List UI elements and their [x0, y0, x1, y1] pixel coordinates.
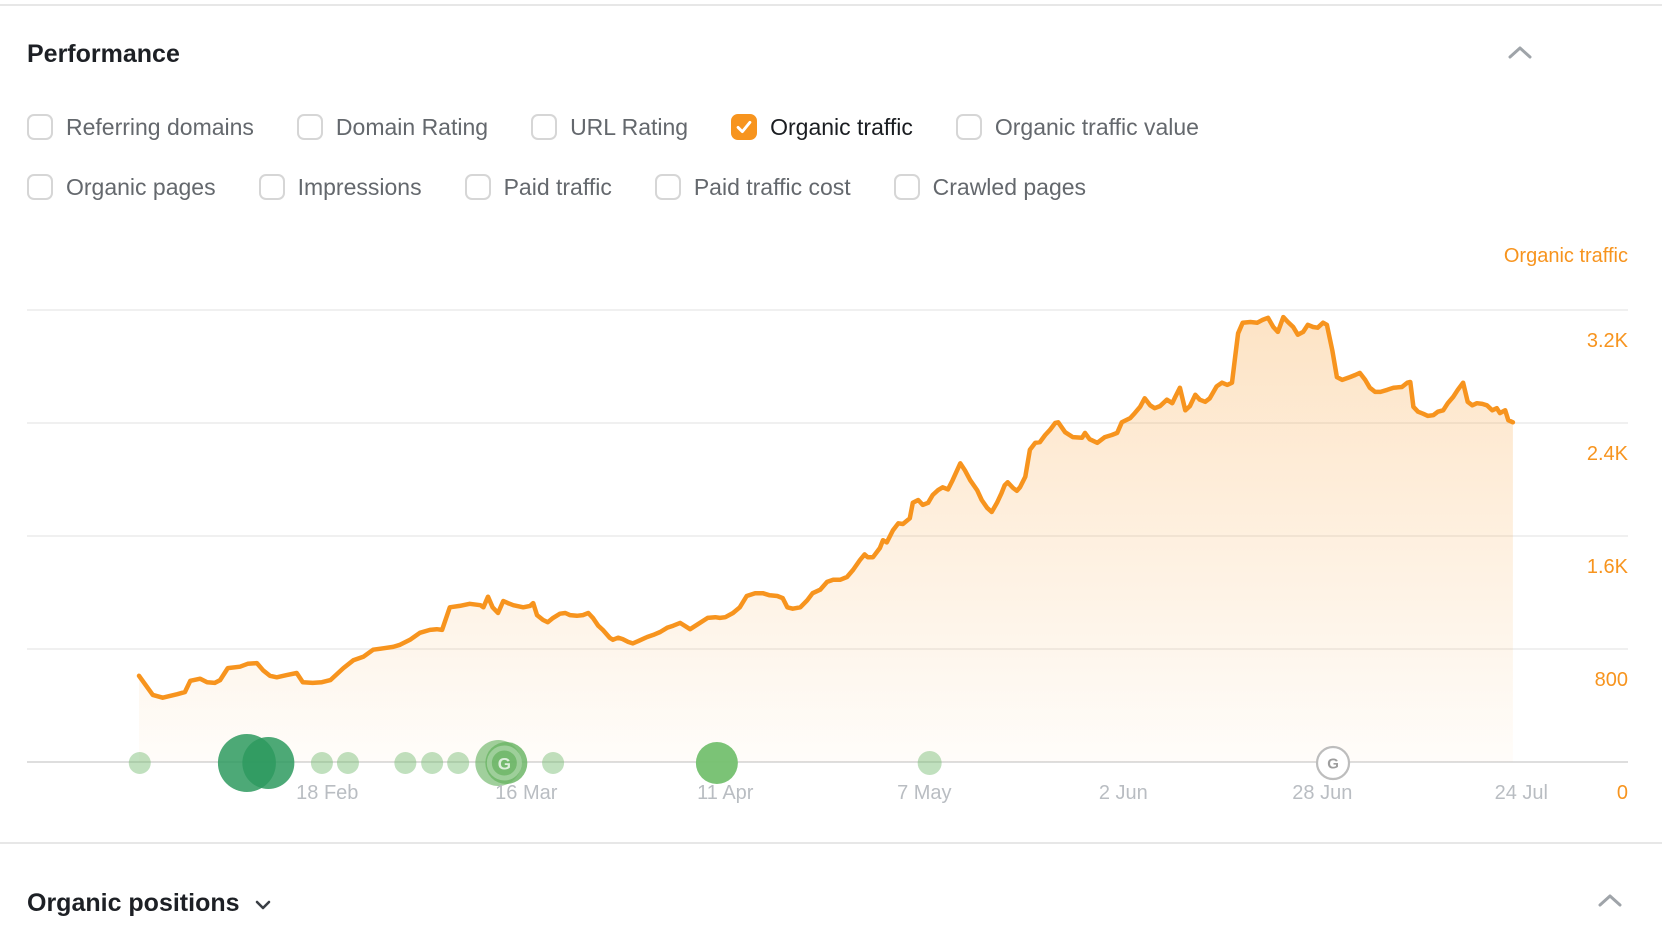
x-axis-label: 18 Feb: [296, 782, 359, 804]
google-update-marker-light[interactable]: [421, 752, 444, 774]
chart-area-fill: [139, 317, 1513, 762]
metric-toggle-referring-domains[interactable]: Referring domains: [27, 114, 254, 141]
organic-positions-caret-chevron-down-icon[interactable]: [254, 899, 272, 911]
checkmark-icon: [736, 120, 752, 134]
performance-section-title: Performance: [27, 40, 180, 68]
y-axis-label: 1.6K: [1586, 556, 1628, 578]
metric-toggle-crawled-pages[interactable]: Crawled pages: [893, 173, 1087, 201]
x-axis-label: 24 Jul: [1494, 782, 1548, 804]
metric-toggle-label: Paid traffic: [503, 173, 612, 200]
google-g-icon: G: [1327, 756, 1339, 773]
y-axis-label: 2.4K: [1586, 443, 1628, 465]
top-divider: [0, 4, 1662, 6]
checkbox-unchecked[interactable]: [296, 114, 323, 140]
metric-toggle-domain-rating[interactable]: Domain Rating: [296, 113, 489, 141]
y-axis-label: 800: [1594, 669, 1628, 691]
metric-toggle-organic-traffic[interactable]: Organic traffic: [731, 114, 913, 141]
x-axis-label: 2 Jun: [1098, 782, 1148, 804]
metric-toggle-label: Domain Rating: [335, 113, 489, 140]
google-update-marker-medium[interactable]: [695, 742, 738, 784]
metric-toggle-label: Organic traffic: [770, 113, 913, 140]
organic-positions-section-title: Organic positions: [27, 889, 272, 917]
metric-toggle-label: Organic pages: [66, 173, 216, 200]
organic-traffic-line: [136, 314, 1516, 700]
metric-toggle-label: Crawled pages: [932, 173, 1087, 200]
y-axis-label: 3.2K: [1586, 330, 1628, 352]
metric-toggle-label: Organic traffic value: [994, 113, 1199, 140]
metric-toggle-impressions[interactable]: Impressions: [258, 173, 422, 201]
google-update-marker-light[interactable]: [394, 752, 417, 774]
x-axis-label: 11 Apr: [697, 782, 754, 804]
metric-toggle-label: URL Rating: [570, 113, 689, 140]
chart-series-title: Organic traffic: [1503, 245, 1628, 267]
x-axis-label: 28 Jun: [1292, 782, 1353, 804]
metric-toggle-organic-traffic-value[interactable]: Organic traffic value: [955, 113, 1199, 141]
organic-positions-collapse-chevron-up-icon[interactable]: [1596, 892, 1624, 910]
google-update-marker-light[interactable]: [128, 752, 151, 774]
google-update-marker-light[interactable]: [447, 752, 470, 774]
metric-toggle-row-1: Referring domains Domain Rating URL Rating…: [27, 112, 1199, 142]
metric-toggle-label: Referring domains: [66, 113, 254, 140]
checkbox-unchecked[interactable]: [531, 114, 558, 140]
google-update-marker-light[interactable]: [917, 751, 942, 775]
checkbox-unchecked[interactable]: [893, 174, 920, 200]
google-update-marker-light[interactable]: [336, 752, 359, 774]
checkbox-unchecked[interactable]: [955, 114, 982, 140]
checkbox-unchecked[interactable]: [258, 174, 285, 200]
checkbox-unchecked[interactable]: [654, 174, 681, 200]
metric-toggle-paid-traffic[interactable]: Paid traffic: [464, 173, 612, 201]
section-divider: [0, 842, 1662, 844]
google-update-marker-light[interactable]: [310, 752, 333, 774]
metric-toggle-label: Paid traffic cost: [693, 173, 851, 200]
google-g-icon: G: [498, 755, 511, 774]
metric-toggle-label: Impressions: [297, 173, 422, 200]
checkbox-unchecked[interactable]: [27, 114, 53, 140]
metric-toggle-url-rating[interactable]: URL Rating: [531, 114, 688, 141]
checkbox-checked[interactable]: [731, 114, 758, 140]
metric-toggle-paid-traffic-cost[interactable]: Paid traffic cost: [654, 173, 851, 201]
performance-collapse-chevron-up-icon[interactable]: [1506, 44, 1534, 62]
metric-toggle-row-2: Organic pages Impressions Paid traffic Paid…: [27, 172, 1086, 202]
metric-toggle-organic-pages[interactable]: Organic pages: [27, 174, 216, 201]
google-update-marker-outlined[interactable]: G: [1315, 745, 1351, 781]
x-axis-label: 16 Mar: [495, 782, 558, 804]
google-update-marker-dark[interactable]: [242, 737, 295, 789]
checkbox-unchecked[interactable]: [27, 174, 53, 200]
google-update-marker-google[interactable]: G: [475, 740, 528, 786]
checkbox-unchecked[interactable]: [464, 174, 491, 200]
y-axis-label: 0: [1616, 782, 1628, 804]
google-update-marker-light[interactable]: [542, 752, 565, 774]
organic-positions-title-text: Organic positions: [27, 889, 240, 917]
x-axis-label: 7 May: [897, 782, 952, 804]
